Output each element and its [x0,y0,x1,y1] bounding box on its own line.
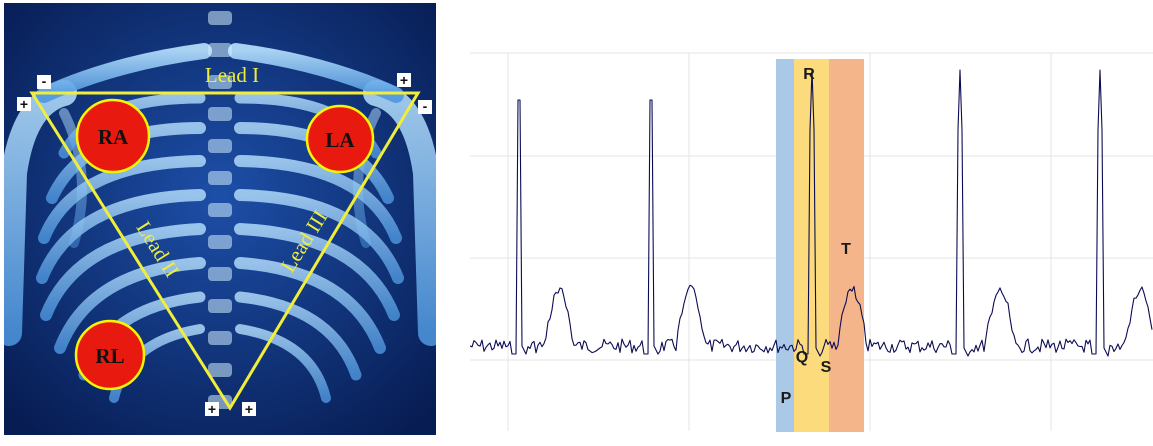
polarity-marker-lead3-bottom-pos: + [242,401,256,417]
qrs-complex-band [794,59,829,432]
lead-1-label: Lead I [205,63,259,87]
ecg-chart: P Q R S T [469,52,1153,432]
electrode-ra-label: RA [98,125,129,149]
electrode-ra: RA [75,98,151,174]
svg-text:+: + [400,72,408,88]
electrode-la-label: LA [325,128,355,152]
t-wave-band [829,59,864,432]
vertebrae [208,11,232,409]
q-wave-label: Q [796,349,808,366]
t-wave-label: T [841,241,851,258]
svg-text:+: + [208,401,216,417]
ecg-trace-figure: P Q R S T [469,50,1153,441]
polarity-marker-lead3-left-neg: - [418,98,432,114]
s-wave-label: S [821,359,832,376]
ecg-waveform-line [469,69,1153,357]
einthoven-triangle [29,91,421,411]
polarity-marker-lead2-bottom-pos: + [205,401,219,417]
p-wave-label: P [781,390,792,407]
chest-xray-illustration: Lead I Lead II Lead III RA LA RL - + [0,0,444,446]
einthoven-triangle-figure: Lead I Lead II Lead III RA LA RL - + [0,0,444,446]
electrode-la: LA [305,104,375,174]
svg-text:-: - [42,73,47,89]
polarity-marker-right-arm-pos: + [17,96,31,112]
svg-text:+: + [245,401,253,417]
svg-text:+: + [20,96,28,112]
r-wave-label: R [803,66,815,83]
svg-text:-: - [423,98,428,114]
electrode-rl: RL [74,319,146,391]
p-wave-band [776,59,794,432]
polarity-marker-lead1-right-neg: - [37,73,51,89]
polarity-marker-lead1-left-pos: + [397,72,411,88]
electrode-rl-label: RL [95,344,124,368]
